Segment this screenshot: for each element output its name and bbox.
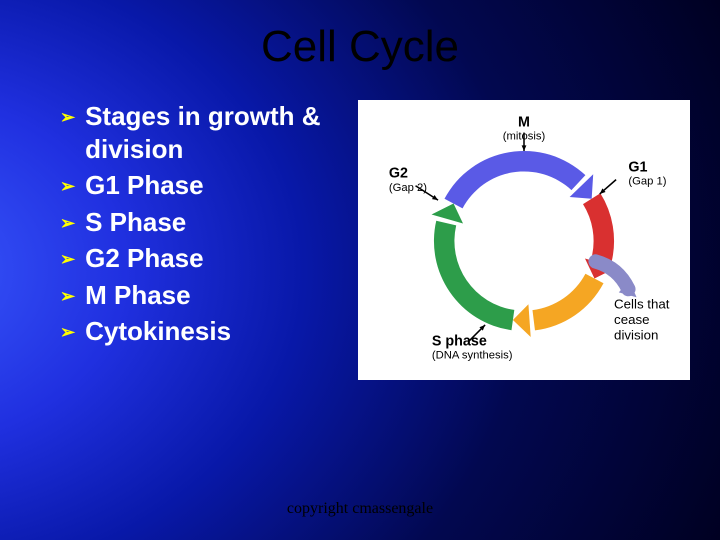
page-title: Cell Cycle: [0, 0, 720, 72]
diagram-sublabel: (Gap 2): [389, 182, 427, 194]
diagram-label: G2: [389, 166, 408, 182]
diagram-sublabel: (mitosis): [503, 131, 546, 143]
cycle-arrowhead-icon: [432, 204, 463, 224]
pointer-arrowhead-icon: [522, 145, 527, 151]
cycle-arrowhead-icon: [513, 304, 531, 337]
diagram-cease-label: division: [614, 327, 658, 342]
bullet-list: ➢ Stages in growth & division ➢ G1 Phase…: [60, 100, 340, 380]
list-item: ➢ Stages in growth & division: [60, 100, 340, 165]
bullet-marker-icon: ➢: [60, 212, 75, 235]
bullet-marker-icon: ➢: [60, 285, 75, 308]
list-item: ➢ M Phase: [60, 279, 340, 312]
bullet-text: M Phase: [85, 279, 191, 312]
bullet-text: G1 Phase: [85, 169, 204, 202]
bullet-marker-icon: ➢: [60, 106, 75, 129]
content-row: ➢ Stages in growth & division ➢ G1 Phase…: [0, 72, 720, 380]
bullet-text: Stages in growth & division: [85, 100, 340, 165]
cycle-arc: [444, 151, 585, 208]
cycle-svg: M(mitosis) G1(Gap 1) G2(Gap 2) S phase(DNA …: [366, 108, 682, 372]
cell-cycle-diagram: M(mitosis) G1(Gap 1) G2(Gap 2) S phase(DNA …: [358, 100, 690, 380]
list-item: ➢ G1 Phase: [60, 169, 340, 202]
cycle-arc: [434, 221, 514, 330]
diagram-label: S phase: [432, 333, 487, 349]
diagram-label: M: [518, 114, 530, 130]
diagram-cease-label: Cells that: [614, 297, 670, 312]
diagram-label: G1: [628, 159, 647, 175]
cycle-arc: [583, 193, 614, 261]
bullet-marker-icon: ➢: [60, 175, 75, 198]
bullet-text: Cytokinesis: [85, 315, 231, 348]
bullet-marker-icon: ➢: [60, 248, 75, 271]
diagram-cease-label: cease: [614, 312, 649, 327]
bullet-text: G2 Phase: [85, 242, 204, 275]
cycle-arc: [532, 274, 603, 331]
list-item: ➢ S Phase: [60, 206, 340, 239]
list-item: ➢ Cytokinesis: [60, 315, 340, 348]
diagram-sublabel: (DNA synthesis): [432, 350, 513, 362]
list-item: ➢ G2 Phase: [60, 242, 340, 275]
copyright-text: copyright cmassengale: [0, 500, 720, 518]
bullet-text: S Phase: [85, 206, 186, 239]
bullet-marker-icon: ➢: [60, 321, 75, 344]
diagram-sublabel: (Gap 1): [628, 176, 666, 188]
